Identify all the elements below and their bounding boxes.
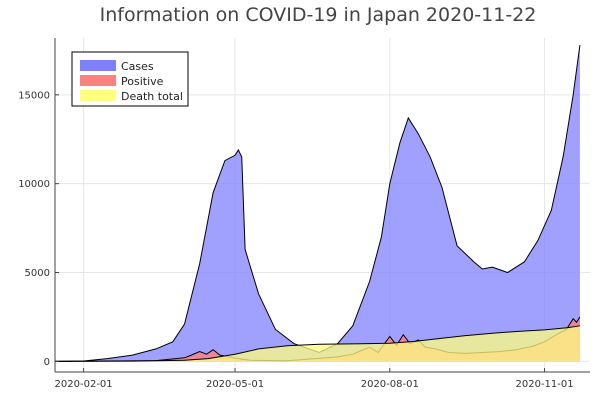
x-tick-label: 2020-02-01 xyxy=(55,379,113,390)
x-tick-labels: 2020-02-01 2020-05-01 2020-08-01 2020-11-01 xyxy=(55,368,574,390)
y-tick-label: 0 xyxy=(44,357,50,368)
x-tick-label: 2020-05-01 xyxy=(206,379,264,390)
series-area-0 xyxy=(55,45,580,362)
series-line-0 xyxy=(54,45,581,362)
series-layer xyxy=(54,45,581,362)
series-line-2 xyxy=(54,325,580,362)
x-tick-label: 2020-11-01 xyxy=(516,379,574,390)
legend-swatch-1 xyxy=(80,75,116,86)
legend-swatch-0 xyxy=(80,60,116,71)
legend-label-2: Death total xyxy=(121,90,183,103)
y-tick-label: 5000 xyxy=(25,268,50,279)
series-area-2 xyxy=(55,325,580,362)
legend-label-0: Cases xyxy=(121,60,154,73)
y-tick-label: 10000 xyxy=(18,179,50,190)
chart-title: Information on COVID-19 in Japan 2020-11… xyxy=(100,4,537,26)
x-tick-label: 2020-08-01 xyxy=(361,379,419,390)
y-tick-labels: 0 5000 10000 15000 xyxy=(18,90,59,368)
legend-swatch-2 xyxy=(80,90,116,101)
y-tick-label: 15000 xyxy=(18,90,50,101)
legend: Cases Positive Death total xyxy=(71,51,189,107)
legend-label-1: Positive xyxy=(121,75,164,88)
